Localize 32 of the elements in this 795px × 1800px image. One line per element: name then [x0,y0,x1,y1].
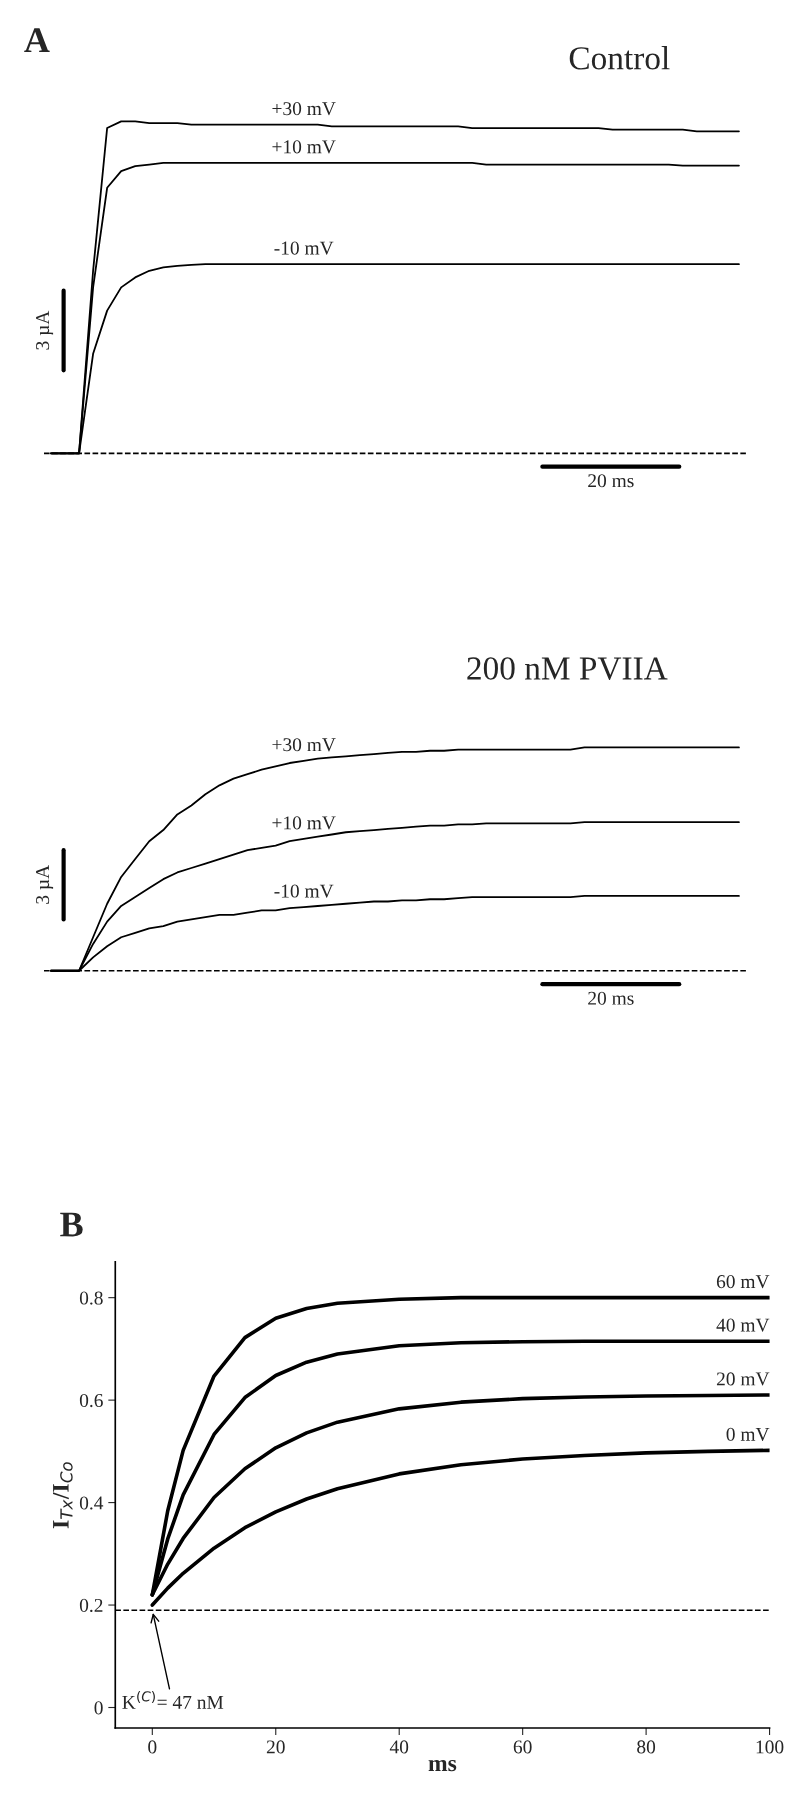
series-label: -10 mV [274,241,334,255]
series-label: -10 mV [274,884,334,898]
x-tick-label: 0 [148,1740,157,1754]
text: 20 ms [588,991,634,1005]
chart-subtitle: Control [569,46,670,70]
series-label: 60 mV [716,1275,770,1289]
series-label: 0 mV [726,1427,770,1441]
x-tick-label: 20 [266,1740,285,1754]
chart-title: B [60,1212,83,1237]
x-tick-label: 60 [513,1740,532,1754]
series-label: +30 mV [272,738,336,752]
x-tick-label: 100 [756,1740,784,1754]
chart-title: 200 nM PVIIA [467,657,668,680]
annotation: K$^{(C)}$= 47 nM [122,1690,224,1709]
y-tick-label: 0.4 [79,1496,104,1510]
series-label: +30 mV [272,102,336,116]
chart-title: A [24,28,50,53]
series-label: +10 mV [272,816,336,830]
annotation: 3 µA [36,864,54,904]
y-axis-title: I$_{Tx}$/I$_{Co}$ [53,1462,73,1529]
series-label: 40 mV [716,1318,770,1332]
annotation: 3 µA [36,310,54,350]
y-tick-label: 0.6 [79,1393,103,1408]
y-tick-label: 0.8 [79,1291,103,1305]
text: 20 ms [588,474,634,488]
x-tick-label: 80 [637,1740,656,1754]
series-label: 20 mV [716,1372,770,1386]
series-label: +10 mV [272,140,336,154]
y-tick-label: 0.2 [79,1598,103,1613]
y-tick-label: 0 [94,1701,103,1715]
x-axis-title: ms [428,1759,457,1772]
x-tick-label: 40 [389,1740,409,1754]
